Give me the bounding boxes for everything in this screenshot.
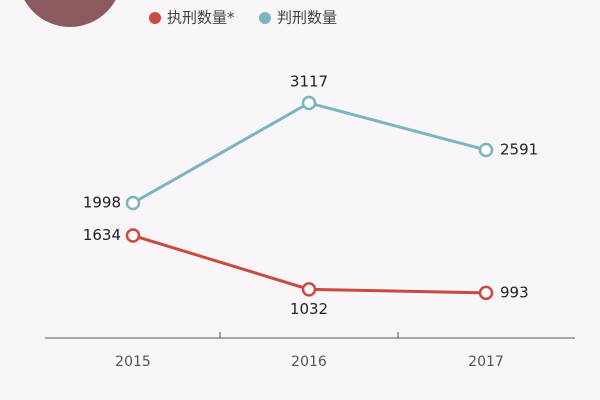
point: [301, 282, 317, 297]
x-tick-label: 2015: [115, 354, 151, 370]
point: [478, 285, 494, 301]
decor-circle: [24, 0, 116, 27]
point: [478, 142, 494, 158]
legend-label: 判刑数量: [277, 9, 337, 27]
value-label: 993: [500, 283, 529, 301]
value-label: 2591: [500, 140, 538, 158]
point: [125, 195, 141, 211]
value-label: 1634: [83, 226, 121, 244]
x-tick-label: 2016: [291, 354, 327, 370]
value-label: 1998: [83, 193, 121, 211]
point: [301, 95, 317, 111]
value-label: 1032: [290, 300, 328, 318]
legend-swatch: [259, 12, 271, 24]
point: [125, 228, 141, 243]
value-label: 3117: [290, 72, 328, 90]
legend-label: 执刑数量*: [167, 9, 235, 27]
x-tick-label: 2017: [468, 354, 504, 370]
legend-swatch: [149, 12, 161, 24]
